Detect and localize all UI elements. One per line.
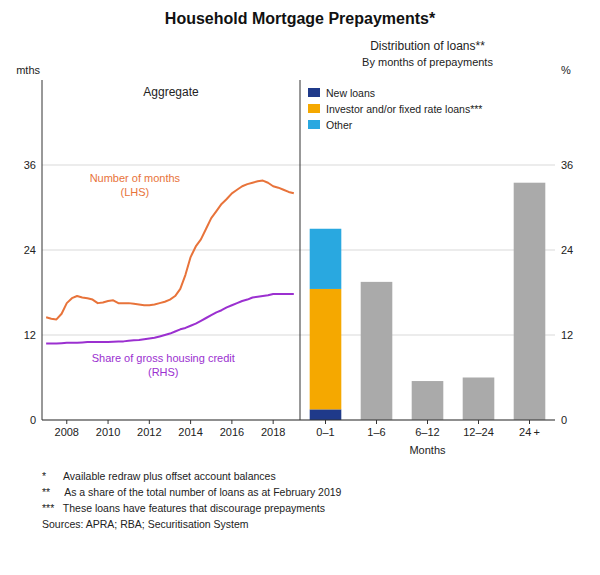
y-tick-label: 12 [24, 329, 36, 341]
x-axis-label: Months [409, 444, 446, 456]
series-label-note: (RHS) [148, 366, 179, 378]
y-tick-label: 36 [561, 159, 573, 171]
panel-subtitle: By months of prepayments [362, 56, 493, 68]
series-label: Share of gross housing credit [92, 352, 235, 364]
chart-root: Household Mortgage Prepayments* 0 12 24 36 20… [0, 0, 600, 575]
line-series [46, 181, 294, 320]
footnote: ** As a share of the total number of loa… [42, 486, 342, 498]
x-tick-label: 0–1 [316, 426, 334, 438]
y-tick-label: 0 [30, 414, 36, 426]
series-label: Number of months [90, 172, 181, 184]
x-tick [108, 420, 109, 424]
y-axis-label: % [561, 64, 571, 76]
y-tick-label: 24 [24, 244, 36, 256]
legend-swatch [308, 104, 320, 113]
x-tick [190, 420, 191, 424]
y-axis-label: mths [16, 64, 40, 76]
x-tick [66, 420, 67, 424]
grid-line [300, 165, 555, 166]
footnote: Sources: APRA; RBA; Securitisation Syste… [42, 518, 249, 530]
legend: New loans Investor and/or fixed rate loan… [308, 87, 482, 131]
bar-segment [361, 282, 393, 420]
y-tick-label: 12 [561, 329, 573, 341]
y-axis-line [42, 80, 43, 420]
bar-segment [310, 289, 342, 409]
y-tick-label: 24 [561, 244, 573, 256]
line-marks [46, 181, 294, 344]
x-axis-line [42, 420, 300, 421]
bar-segment [310, 228, 342, 229]
x-tick-label: 24 + [519, 426, 540, 438]
legend-swatch [308, 88, 320, 97]
y-axis-line [300, 80, 301, 420]
x-tick-label: 2008 [55, 426, 79, 438]
bar-marks [310, 183, 546, 420]
legend-entry: Investor and/or fixed rate loans*** [326, 103, 482, 115]
x-tick [529, 420, 530, 424]
bar-segment [514, 183, 546, 420]
footnotes: * Available redraw plus offset account b… [42, 470, 342, 530]
chart-title: Household Mortgage Prepayments* [165, 10, 436, 27]
bar-segment [310, 229, 342, 289]
x-tick [273, 420, 274, 424]
x-tick-label: 2018 [261, 426, 285, 438]
panel-label: Aggregate [143, 85, 199, 99]
grid-line [42, 420, 300, 421]
x-tick-label: 2010 [96, 426, 120, 438]
x-tick [478, 420, 479, 424]
footnote: *** These loans have features that disco… [42, 502, 325, 514]
x-tick [231, 420, 232, 424]
bar-segment [463, 378, 495, 421]
bar-segment [412, 381, 444, 420]
grid-line [42, 165, 300, 166]
x-tick-label: 2012 [137, 426, 161, 438]
series-label-note: (LHS) [121, 186, 150, 198]
x-tick-label: 2016 [220, 426, 244, 438]
x-tick-label: 6–12 [415, 426, 439, 438]
line-series [46, 294, 294, 344]
grid-line [42, 335, 300, 336]
x-tick [149, 420, 150, 424]
left-panel: 0 12 24 36 2008 2010 2012 2014 2016 2018 mths Aggre… [16, 64, 300, 438]
bar-segment [310, 409, 342, 420]
x-tick [325, 420, 326, 424]
x-tick [376, 420, 377, 424]
legend-swatch [308, 120, 320, 129]
y-tick-label: 36 [24, 159, 36, 171]
x-tick-label: 2014 [178, 426, 202, 438]
x-tick [427, 420, 428, 424]
y-tick-label: 0 [561, 414, 567, 426]
right-panel: Distribution of loans** By months of prep… [300, 39, 573, 456]
x-tick-label: 1–6 [367, 426, 385, 438]
footnote: * Available redraw plus offset account b… [42, 470, 276, 482]
legend-entry: New loans [326, 87, 375, 99]
legend-entry: Other [326, 119, 353, 131]
x-tick-label: 12–24 [463, 426, 494, 438]
panel-title: Distribution of loans** [370, 39, 485, 53]
grid-line [42, 250, 300, 251]
